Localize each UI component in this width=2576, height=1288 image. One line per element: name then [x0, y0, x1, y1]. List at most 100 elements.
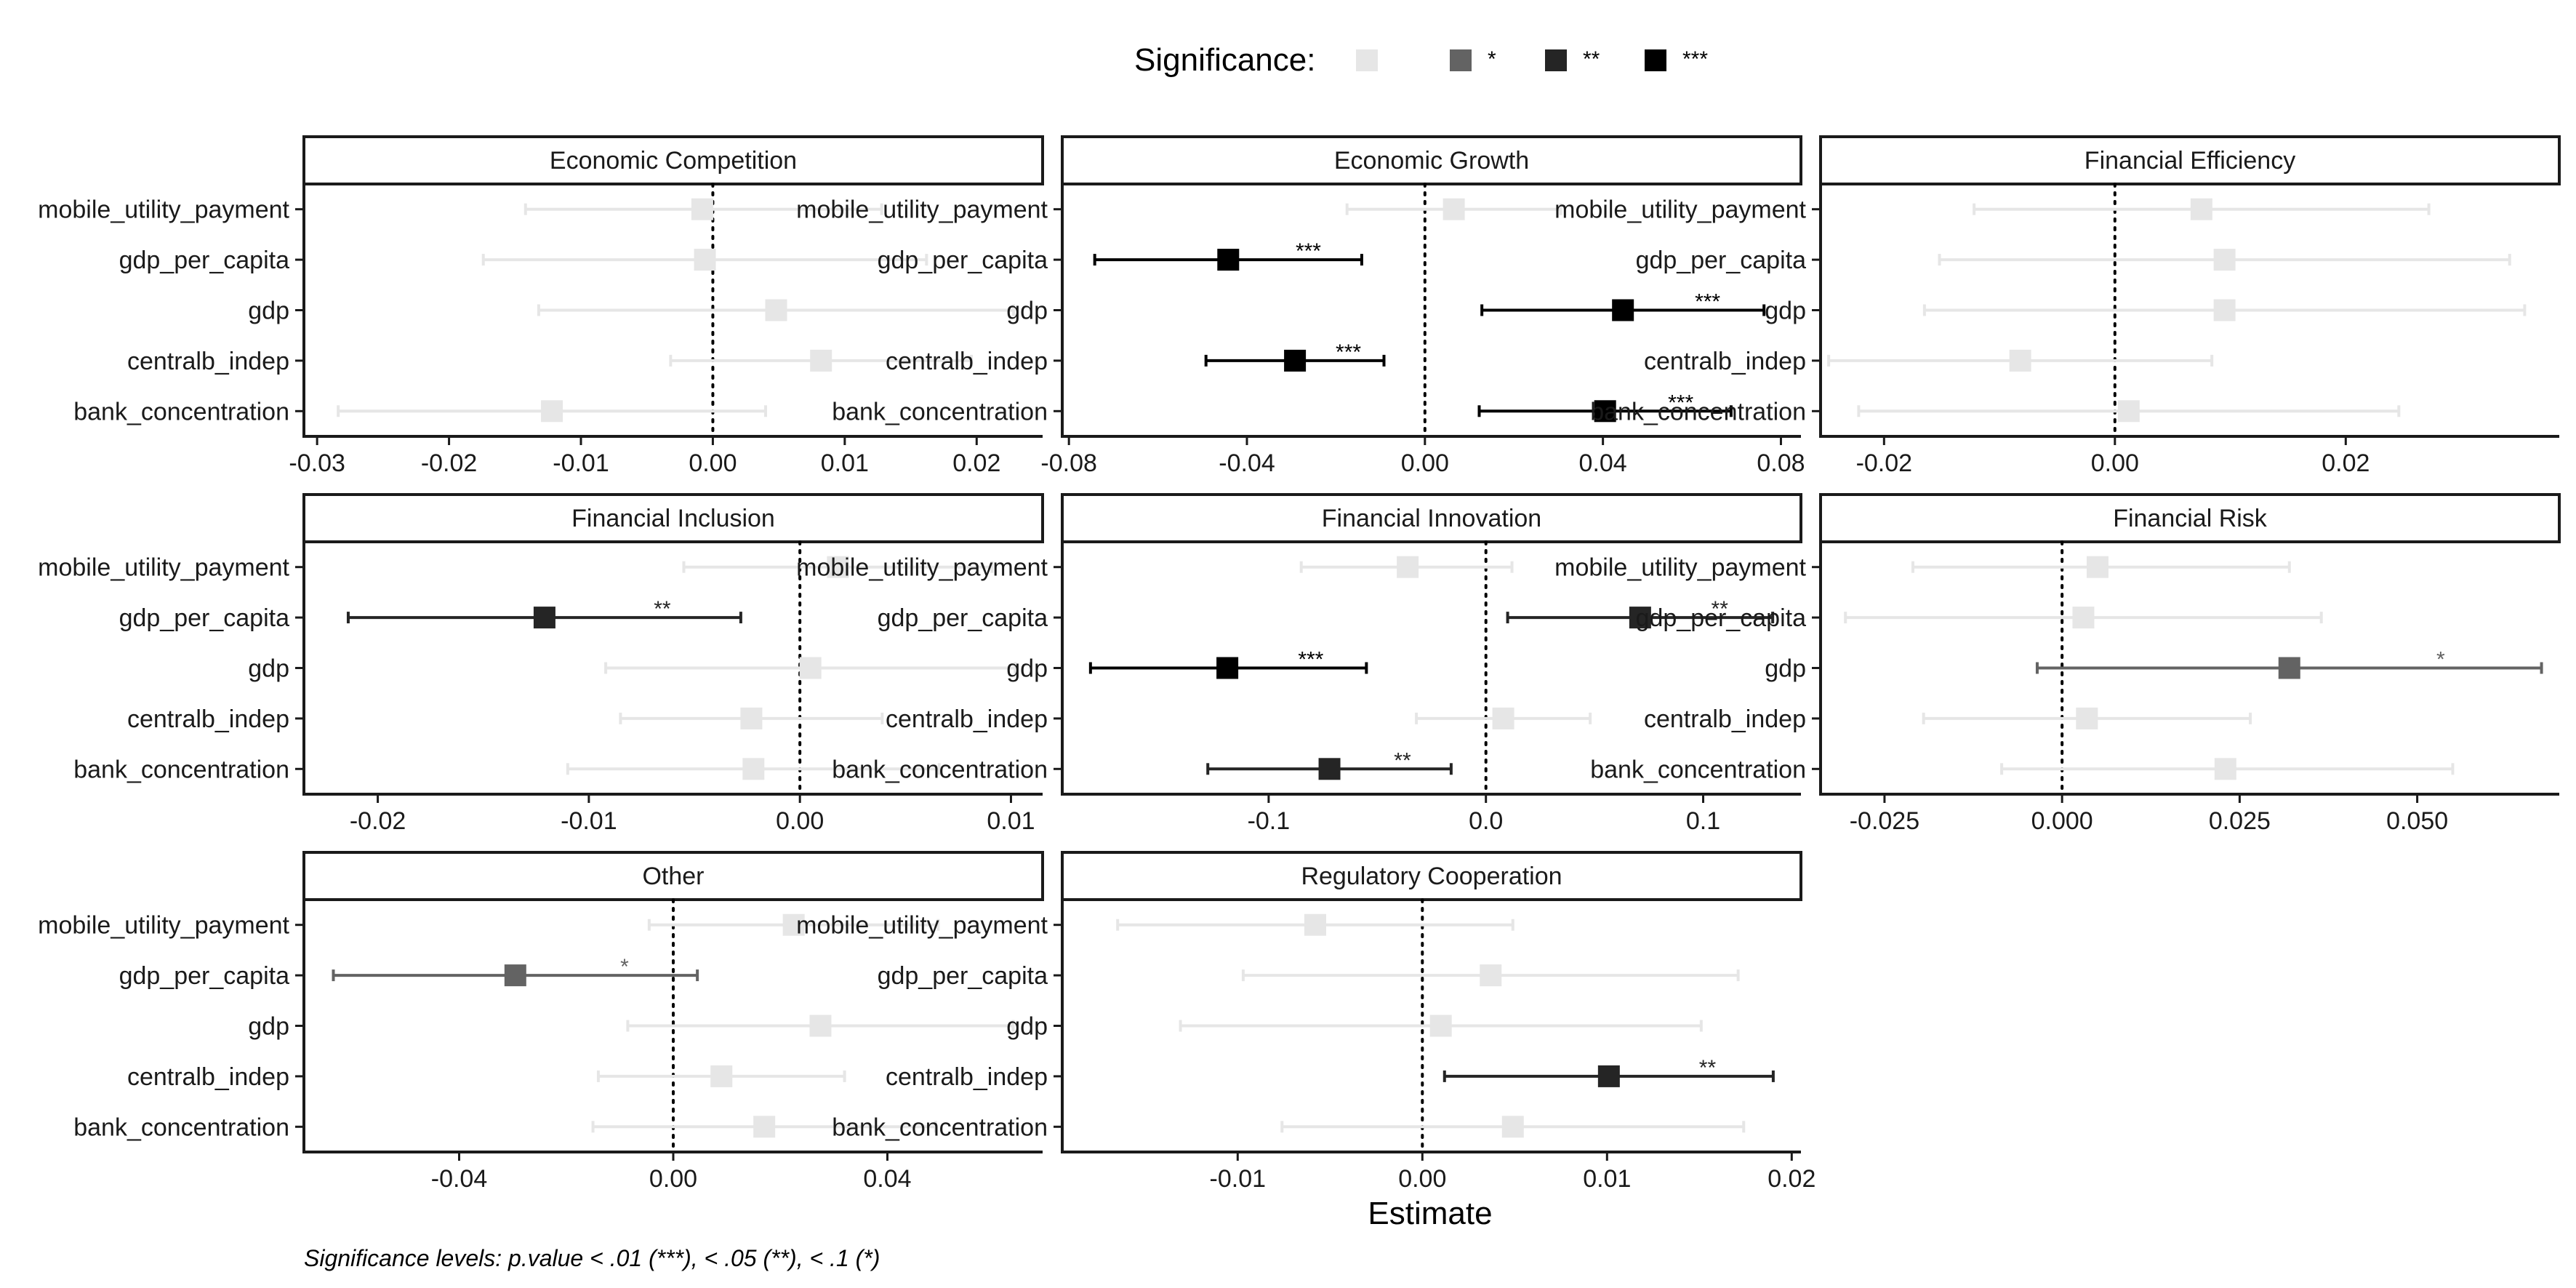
x-tick-label: 0.02 — [1768, 1165, 1815, 1193]
panel-financial-inclusion: Financial Inclusion mobile_utility_paymen… — [38, 493, 1044, 835]
y-tick-label: mobile_utility_payment — [38, 554, 289, 582]
y-tick-label: mobile_utility_payment — [796, 912, 1048, 940]
point-estimate — [1397, 556, 1419, 578]
x-tick-label: -0.02 — [1856, 449, 1913, 477]
x-axis-title: Estimate — [1368, 1196, 1492, 1231]
y-tick-label: bank_concentration — [73, 398, 289, 425]
x-tick-label: -0.01 — [553, 449, 609, 477]
point-estimate — [809, 1015, 832, 1037]
x-tick-label: 0.01 — [1583, 1165, 1631, 1193]
facet-strip-title: Financial Efficiency — [2085, 147, 2295, 175]
y-tick-label: gdp — [1765, 655, 1806, 683]
y-tick-label: centralb_indep — [886, 348, 1048, 375]
y-tick-label: mobile_utility_payment — [1554, 196, 1806, 224]
panel-financial-efficiency: Financial Efficiency mobile_utility_payme… — [1554, 135, 2561, 477]
y-tick-label: gdp_per_capita — [878, 962, 1048, 990]
y-tick-label: centralb_indep — [1644, 705, 1806, 733]
y-tick-label: centralb_indep — [886, 705, 1048, 733]
point-estimate — [533, 607, 555, 629]
facet-strip — [302, 493, 1044, 543]
point-estimate — [694, 249, 716, 271]
y-tick-label: gdp_per_capita — [119, 247, 290, 274]
x-tick-label: 0.1 — [1686, 807, 1720, 835]
significance-caption: Significance levels: p.value < .01 (***)… — [304, 1245, 880, 1271]
significance-label: *** — [1695, 290, 1720, 314]
legend-key-1 — [1356, 49, 1378, 71]
y-tick-label: bank_concentration — [832, 756, 1048, 783]
x-tick-label: 0.050 — [2386, 807, 2448, 835]
point-estimate — [2213, 299, 2236, 321]
point-estimate — [504, 964, 526, 987]
x-tick-label: 0.0 — [1469, 807, 1503, 835]
facet-strip — [302, 851, 1044, 901]
y-tick-label: bank_concentration — [1590, 398, 1806, 425]
y-tick-label: gdp — [248, 1013, 289, 1041]
y-tick-label: centralb_indep — [1644, 348, 1806, 375]
point-estimate — [2009, 349, 2031, 372]
legend-key-label-4: *** — [1682, 47, 1708, 71]
y-tick-label: bank_concentration — [1590, 756, 1806, 783]
significance-label: ** — [1712, 597, 1729, 621]
point-estimate — [691, 198, 713, 220]
y-tick-label: mobile_utility_payment — [38, 912, 289, 940]
x-tick-label: -0.1 — [1248, 807, 1291, 835]
y-tick-label: bank_concentration — [73, 756, 289, 783]
facet-strip — [1061, 851, 1802, 901]
point-estimate — [2072, 607, 2095, 629]
y-tick-label: gdp — [1006, 297, 1048, 325]
facet-panels: Economic Competition mobile_utility_payme… — [38, 135, 2561, 1193]
x-tick-label: -0.04 — [1219, 449, 1275, 477]
y-tick-label: gdp — [248, 655, 289, 683]
facet-strip-title: Economic Growth — [1334, 147, 1529, 175]
x-tick-label: 0.00 — [1398, 1165, 1446, 1193]
point-estimate — [1612, 299, 1634, 321]
legend-key-label-2: * — [1488, 47, 1496, 71]
significance-label: *** — [1296, 239, 1321, 263]
x-tick-label: 0.00 — [776, 807, 824, 835]
point-estimate — [1629, 607, 1651, 629]
significance-label: * — [620, 955, 629, 979]
point-estimate — [1480, 964, 1502, 987]
facet-strip-title: Financial Inclusion — [571, 505, 775, 532]
y-tick-label: gdp — [1765, 297, 1806, 325]
x-tick-label: 0.04 — [863, 1165, 911, 1193]
facet-strip-title: Other — [642, 863, 704, 890]
y-tick-label: mobile_utility_payment — [796, 554, 1048, 582]
x-tick-label: -0.02 — [421, 449, 478, 477]
y-tick-label: mobile_utility_payment — [796, 196, 1048, 224]
y-tick-label: gdp — [1006, 1013, 1048, 1041]
facet-strip-title: Regulatory Cooperation — [1301, 863, 1562, 890]
point-estimate — [541, 400, 563, 423]
facet-strip — [1819, 135, 2561, 185]
legend-title: Significance: — [1134, 42, 1315, 78]
y-tick-label: gdp_per_capita — [878, 247, 1048, 274]
legend-key-2 — [1450, 49, 1472, 71]
x-tick-label: 0.04 — [1579, 449, 1627, 477]
x-tick-label: 0.025 — [2209, 807, 2271, 835]
panel-economic-competition: Economic Competition mobile_utility_payme… — [38, 135, 1044, 477]
point-estimate — [2190, 198, 2212, 220]
panel-financial-risk: Financial Risk mobile_utility_payment gdp_… — [1554, 493, 2561, 835]
point-estimate — [1443, 198, 1465, 220]
facet-strip-title: Financial Risk — [2113, 505, 2268, 532]
point-estimate — [1594, 400, 1616, 423]
point-estimate — [1492, 707, 1514, 729]
y-tick-label: mobile_utility_payment — [1554, 554, 1806, 582]
panel-regulatory-cooperation: Regulatory Cooperation mobile_utility_pay… — [796, 851, 1815, 1193]
y-tick-label: gdp_per_capita — [1636, 247, 1807, 274]
facet-strip — [1061, 493, 1802, 543]
panel-financial-innovation: Financial Innovation mobile_utility_payme… — [796, 493, 1802, 835]
y-tick-label: centralb_indep — [127, 1063, 289, 1091]
x-tick-label: 0.00 — [1401, 449, 1449, 477]
y-tick-label: centralb_indep — [886, 1063, 1048, 1091]
point-estimate — [2087, 556, 2108, 578]
y-tick-label: bank_concentration — [832, 398, 1048, 425]
y-tick-label: gdp_per_capita — [878, 604, 1048, 632]
x-tick-label: 0.02 — [952, 449, 1000, 477]
facet-strip — [302, 135, 1044, 185]
significance-label: ** — [1394, 748, 1411, 772]
x-tick-label: 0.00 — [689, 449, 737, 477]
y-tick-label: bank_concentration — [73, 1113, 289, 1141]
significance-label: * — [2436, 648, 2445, 672]
